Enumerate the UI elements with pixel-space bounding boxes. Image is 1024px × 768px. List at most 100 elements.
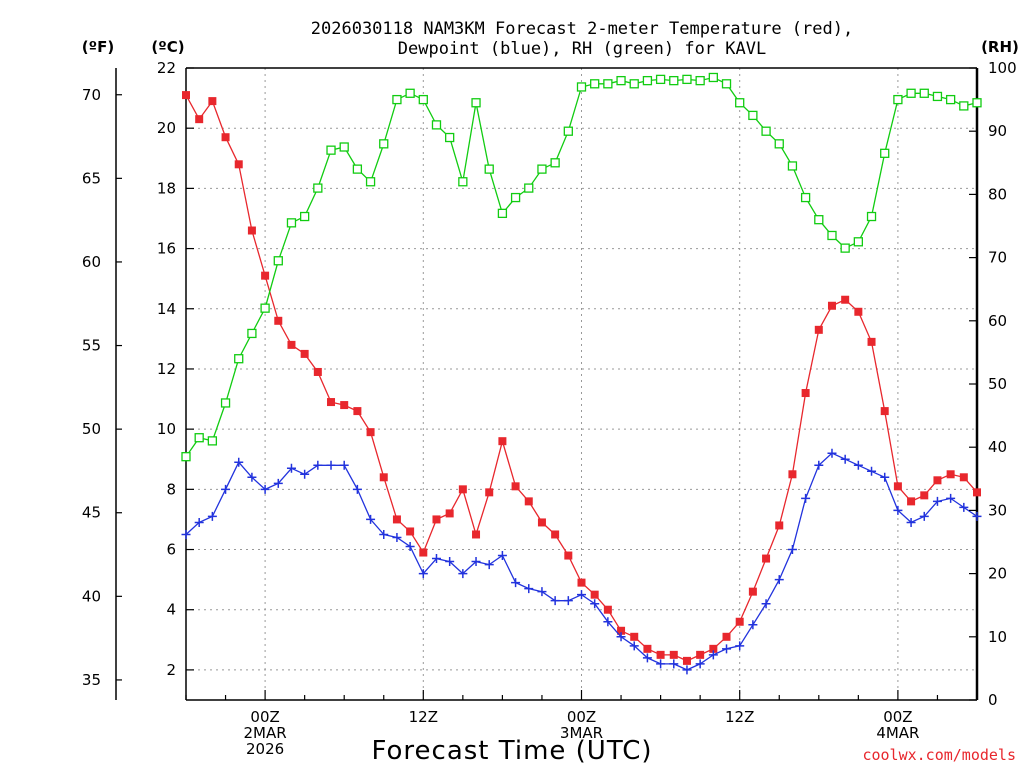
temperature-point-23 [485, 488, 494, 497]
celsius-tick-label-4: 4 [166, 601, 176, 619]
dewpoint-point-31 [590, 599, 600, 609]
temperature-point-0 [182, 91, 190, 100]
rh-tick-label-60: 60 [988, 312, 1007, 330]
rh-point-31 [590, 79, 600, 89]
temperature-point-28 [551, 530, 560, 539]
dewpoint-point-4 [234, 457, 244, 467]
dewpoint-point-23 [484, 560, 494, 570]
temperature-point-2 [208, 97, 217, 106]
rh-point-17 [405, 88, 415, 98]
temperature-point-43 [748, 587, 757, 596]
temperature-point-55 [907, 497, 916, 506]
rh-point-46 [787, 161, 798, 171]
dewpoint-point-53 [880, 472, 890, 482]
dewpoint-point-57 [932, 496, 942, 506]
x-tick-label-30-1: 3MAR [560, 724, 603, 742]
rh-point-11 [326, 145, 336, 155]
temperature-point-50 [841, 295, 850, 304]
rh-point-45 [774, 139, 784, 149]
dewpoint-point-39 [695, 659, 705, 669]
rh-point-42 [735, 98, 745, 108]
temperature-point-46 [788, 470, 797, 479]
series-layer [181, 72, 982, 675]
rh-point-58 [945, 94, 956, 105]
rh-point-41 [721, 79, 732, 89]
temperature-line [185, 94, 978, 662]
rh-tick-label-70: 70 [988, 249, 1007, 267]
celsius-tick-label-22: 22 [157, 59, 176, 77]
rh-unit-label: (RH) [981, 38, 1019, 56]
rh-point-16 [392, 94, 402, 105]
rh-point-8 [286, 218, 297, 228]
temperature-point-39 [696, 650, 705, 659]
rh-point-21 [458, 177, 468, 187]
rh-point-54 [893, 94, 903, 105]
temperature-point-40 [709, 644, 718, 653]
rh-point-57 [932, 91, 943, 102]
series-rh [181, 72, 982, 462]
dewpoint-point-28 [550, 596, 560, 606]
rh-point-53 [880, 148, 890, 158]
temperature-point-20 [445, 509, 454, 518]
rh-point-48 [814, 215, 824, 225]
dewpoint-point-27 [537, 587, 547, 597]
temperature-point-38 [682, 656, 691, 665]
fahrenheit-tick-label-35: 35 [82, 671, 101, 689]
axis-layer: 2 4 6 8 10 12 14 16 18 20 22 35 40 45 50 55 60 65 70 0 10 20 3… [82, 59, 1017, 758]
dewpoint-point-35 [642, 653, 652, 663]
rh-point-40 [708, 72, 718, 83]
celsius-tick-label-14: 14 [157, 300, 176, 318]
temperature-point-25 [511, 482, 520, 491]
temperature-point-49 [827, 301, 836, 310]
rh-point-55 [906, 88, 916, 98]
rh-point-10 [313, 183, 323, 193]
dewpoint-point-22 [471, 557, 481, 567]
temperature-point-37 [669, 650, 678, 659]
dewpoint-point-11 [326, 460, 336, 470]
temperature-point-42 [735, 617, 744, 626]
rh-point-39 [695, 75, 705, 86]
rh-tick-label-90: 90 [988, 122, 1007, 140]
series-temperature [182, 91, 981, 665]
temperature-point-16 [392, 515, 401, 524]
chart-title-line-1: 2026030118 NAM3KM Forecast 2-meter Tempe… [311, 19, 853, 39]
fahrenheit-tick-label-40: 40 [82, 587, 101, 605]
dewpoint-point-16 [392, 532, 402, 542]
x-tick-label-6-2: 2026 [246, 740, 284, 758]
dewpoint-point-26 [524, 584, 534, 594]
rh-point-59 [959, 101, 969, 111]
dewpoint-point-19 [431, 554, 441, 564]
temperature-point-57 [933, 476, 942, 485]
dewpoint-point-56 [919, 511, 929, 521]
celsius-tick-label-10: 10 [157, 420, 176, 438]
temperature-point-14 [366, 428, 375, 437]
temperature-point-53 [880, 407, 889, 416]
dewpoint-point-43 [748, 620, 758, 630]
rh-point-50 [840, 243, 850, 253]
rh-point-51 [853, 237, 863, 247]
temperature-point-48 [814, 325, 823, 334]
dewpoint-point-2 [207, 511, 217, 521]
temperature-point-5 [247, 226, 256, 235]
rh-point-56 [919, 88, 929, 98]
rh-tick-label-50: 50 [988, 375, 1007, 393]
rh-point-38 [682, 74, 692, 85]
dewpoint-point-46 [787, 545, 797, 555]
temperature-point-31 [590, 590, 599, 599]
dewpoint-point-7 [273, 478, 283, 488]
temperature-point-7 [274, 316, 283, 325]
dewpoint-point-32 [603, 617, 613, 627]
dewpoint-point-45 [774, 575, 784, 585]
celsius-tick-label-18: 18 [157, 179, 176, 197]
temperature-point-10 [313, 367, 322, 376]
fahrenheit-tick-label-65: 65 [82, 169, 101, 187]
fahrenheit-tick-label-50: 50 [82, 420, 101, 438]
fahrenheit-tick-label-70: 70 [82, 86, 101, 104]
dewpoint-point-0 [181, 529, 191, 539]
temperature-point-3 [221, 133, 230, 142]
rh-point-43 [748, 110, 758, 121]
dewpoint-point-6 [260, 484, 270, 494]
rh-point-14 [365, 177, 376, 187]
dewpoint-point-14 [366, 514, 376, 524]
